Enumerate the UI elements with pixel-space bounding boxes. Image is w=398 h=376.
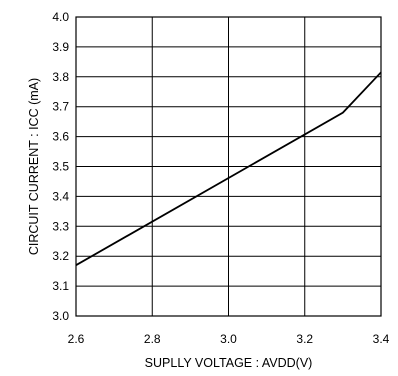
x-tick-label: 2.8 bbox=[144, 332, 161, 346]
series-layer bbox=[75, 71, 382, 266]
x-tick-label: 3.4 bbox=[373, 332, 390, 346]
series-line bbox=[75, 71, 382, 266]
x-tick-label: 3.2 bbox=[296, 332, 313, 346]
y-tick-label: 3.0 bbox=[52, 309, 69, 323]
grid-lines bbox=[76, 17, 381, 316]
plot-frame bbox=[75, 16, 382, 317]
y-tick-label: 3.1 bbox=[52, 279, 69, 293]
y-tick-labels: 3.0 3.1 3.2 3.3 3.4 3.5 3.6 3.7 3.8 3.9 4.0 bbox=[52, 10, 69, 323]
y-tick-label: 4.0 bbox=[52, 10, 69, 24]
y-tick-label: 3.3 bbox=[52, 219, 69, 233]
y-tick-label: 3.9 bbox=[52, 40, 69, 54]
x-tick-label: 3.0 bbox=[220, 332, 237, 346]
y-tick-label: 3.2 bbox=[52, 249, 69, 263]
x-tick-label: 2.6 bbox=[68, 332, 85, 346]
y-tick-label: 3.6 bbox=[52, 130, 69, 144]
y-tick-label: 3.7 bbox=[52, 100, 69, 114]
y-tick-label: 3.5 bbox=[52, 160, 69, 174]
y-tick-label: 3.4 bbox=[52, 189, 69, 203]
y-tick-label: 3.8 bbox=[52, 70, 69, 84]
x-axis-label: SUPLLY VOLTAGE : AVDD(V) bbox=[145, 356, 313, 370]
x-tick-labels: 2.6 2.8 3.0 3.2 3.4 bbox=[68, 332, 390, 346]
y-axis-label: CIRCUIT CURRENT : ICC (mA) bbox=[27, 78, 41, 255]
